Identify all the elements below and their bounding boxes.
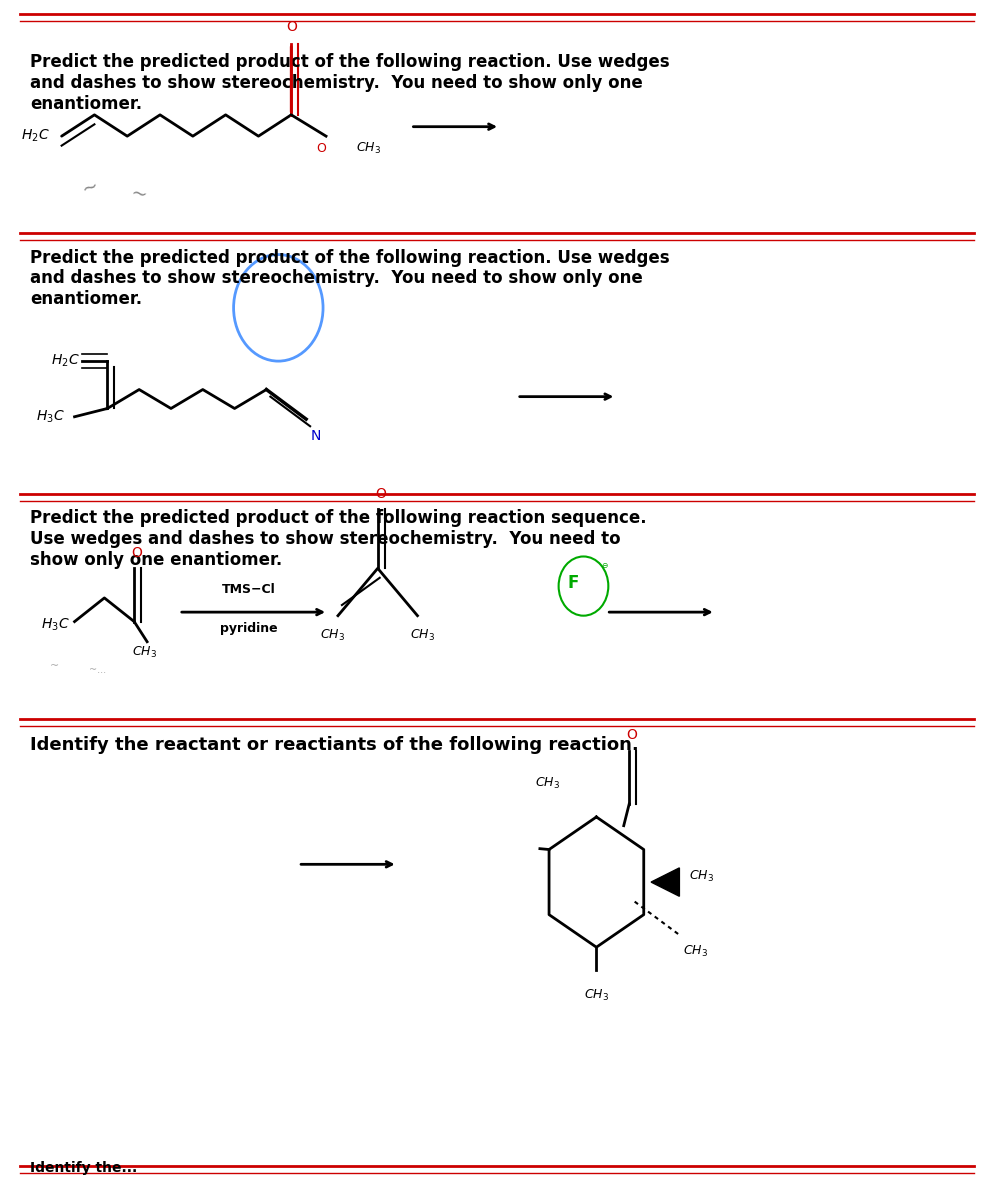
- Text: ~...: ~...: [89, 664, 106, 675]
- Text: O: O: [132, 546, 142, 560]
- Text: $H_2C$: $H_2C$: [51, 353, 80, 369]
- Text: O: O: [286, 20, 296, 34]
- Text: $CH_3$: $CH_3$: [683, 944, 709, 959]
- Text: $H_3C$: $H_3C$: [36, 408, 65, 425]
- Text: $CH_3$: $CH_3$: [690, 869, 715, 883]
- Text: $CH_3$: $CH_3$: [583, 987, 609, 1003]
- Text: pyridine: pyridine: [220, 622, 277, 635]
- Text: $H_2C$: $H_2C$: [21, 128, 50, 144]
- Text: ~: ~: [80, 176, 101, 199]
- Text: O: O: [627, 728, 637, 742]
- Text: F: F: [568, 573, 580, 592]
- Text: $CH_3$: $CH_3$: [410, 628, 435, 643]
- Text: $CH_3$: $CH_3$: [131, 645, 157, 661]
- Text: Identify the reactant or reactiants of the following reaction.: Identify the reactant or reactiants of t…: [30, 736, 638, 754]
- Text: $CH_3$: $CH_3$: [356, 141, 381, 155]
- Text: ~: ~: [129, 184, 149, 205]
- Text: $CH_3$: $CH_3$: [320, 628, 346, 643]
- Text: N: N: [311, 429, 321, 443]
- Text: $H_3C$: $H_3C$: [41, 617, 70, 633]
- Text: O: O: [316, 142, 326, 155]
- Polygon shape: [651, 868, 680, 896]
- Text: Predict the predicted product of the following reaction sequence.
Use wedges and: Predict the predicted product of the fol…: [30, 509, 646, 568]
- Text: TMS−Cl: TMS−Cl: [222, 583, 275, 596]
- Text: $^{\ominus}$: $^{\ominus}$: [601, 562, 609, 572]
- Text: Predict the predicted product of the following reaction. Use wedges
and dashes t: Predict the predicted product of the fol…: [30, 249, 669, 308]
- Text: $CH_3$: $CH_3$: [535, 776, 560, 791]
- Text: O: O: [376, 487, 386, 501]
- Text: ~: ~: [50, 661, 59, 671]
- Text: Predict the predicted product of the following reaction. Use wedges
and dashes t: Predict the predicted product of the fol…: [30, 53, 669, 112]
- Text: Identify the...: Identify the...: [30, 1160, 137, 1175]
